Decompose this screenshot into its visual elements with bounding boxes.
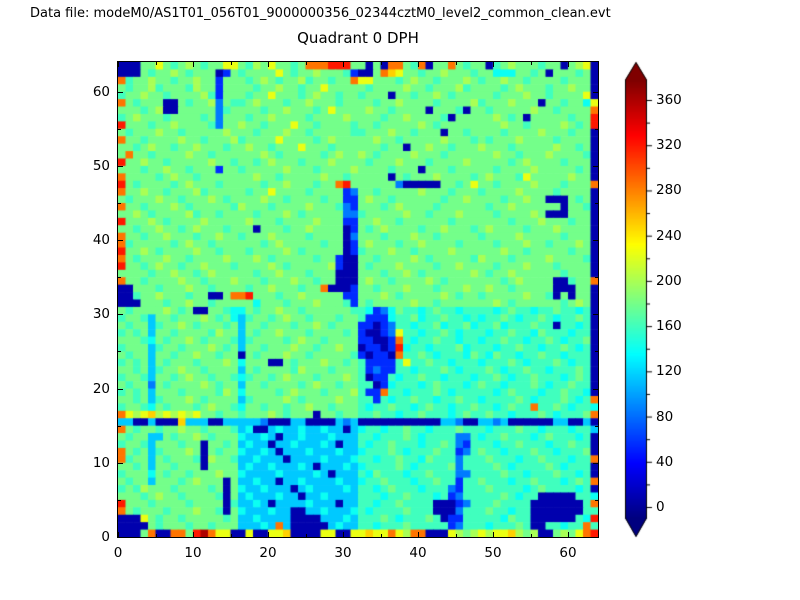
x-tick-label: 30 — [334, 545, 352, 561]
x-minor-tick — [380, 534, 382, 537]
colorbar-canvas — [610, 52, 670, 548]
y-minor-tick — [118, 351, 121, 353]
y-major-tick — [118, 314, 123, 316]
x-minor-tick-top — [305, 62, 307, 65]
heatmap-frame — [117, 61, 599, 538]
x-minor-tick — [530, 534, 532, 537]
x-tick-label: 60 — [559, 545, 577, 561]
y-minor-tick — [118, 128, 121, 130]
x-major-tick — [568, 532, 569, 537]
colorbar-tick-label: 160 — [656, 318, 682, 335]
x-major-tick-top — [118, 62, 119, 67]
colorbar-tick-label: 80 — [656, 408, 674, 425]
y-major-tick-right — [593, 388, 598, 390]
y-minor-tick-right — [595, 425, 598, 427]
x-major-tick-top — [493, 62, 494, 67]
y-major-tick-right — [593, 91, 598, 93]
x-minor-tick — [305, 534, 307, 537]
colorbar-tick-label: 0 — [656, 499, 665, 515]
x-major-tick-top — [193, 62, 194, 67]
x-major-tick-top — [268, 62, 269, 67]
x-major-tick — [193, 532, 194, 537]
y-tick-label: 50 — [92, 157, 110, 174]
y-minor-tick-right — [595, 277, 598, 279]
y-major-tick-right — [593, 537, 598, 538]
x-minor-tick-top — [455, 62, 457, 65]
y-major-tick-right — [593, 314, 598, 316]
x-minor-tick-top — [530, 62, 532, 65]
y-major-tick — [118, 91, 123, 93]
colorbar-tick-label: 320 — [656, 137, 682, 154]
y-tick-label: 60 — [92, 83, 110, 100]
x-major-tick — [493, 532, 494, 537]
data-file-label: Data file: modeM0/AS1T01_056T01_90000003… — [30, 6, 611, 21]
x-major-tick — [343, 532, 344, 537]
y-major-tick-right — [593, 240, 598, 242]
x-minor-tick — [455, 534, 457, 537]
y-tick-label: 20 — [92, 380, 110, 397]
colorbar-tick-label: 200 — [656, 272, 682, 289]
x-minor-tick-top — [230, 62, 232, 65]
x-tick-label: 20 — [259, 545, 277, 561]
x-minor-tick-top — [380, 62, 382, 65]
x-major-tick-top — [343, 62, 344, 67]
x-minor-tick-top — [155, 62, 157, 65]
x-major-tick — [268, 532, 269, 537]
y-minor-tick — [118, 203, 121, 205]
y-major-tick — [118, 165, 123, 167]
colorbar-tick-label: 360 — [656, 92, 682, 108]
y-major-tick-right — [593, 462, 598, 464]
y-major-tick — [118, 537, 123, 538]
plot-title: Quadrant 0 DPH — [297, 29, 419, 47]
colorbar-tick-label: 40 — [656, 453, 674, 470]
x-major-tick-top — [568, 62, 569, 67]
y-minor-tick-right — [595, 351, 598, 353]
colorbar-tick-label: 280 — [656, 182, 682, 199]
x-tick-label: 40 — [409, 545, 427, 561]
x-major-tick-top — [418, 62, 419, 67]
heatmap-canvas — [118, 62, 598, 537]
x-major-tick — [118, 532, 119, 537]
colorbar-tick-label: 240 — [656, 227, 682, 244]
y-tick-label: 40 — [92, 232, 110, 249]
x-minor-tick — [155, 534, 157, 537]
y-tick-label: 0 — [101, 529, 110, 545]
x-tick-label: 50 — [484, 545, 502, 561]
y-minor-tick — [118, 425, 121, 427]
x-major-tick — [418, 532, 419, 537]
y-minor-tick — [118, 499, 121, 501]
y-minor-tick-right — [595, 499, 598, 501]
x-tick-label: 0 — [113, 545, 123, 561]
x-minor-tick — [230, 534, 232, 537]
y-major-tick — [118, 462, 123, 464]
y-major-tick — [118, 240, 123, 242]
colorbar-tick-label: 120 — [656, 363, 682, 380]
y-minor-tick-right — [595, 203, 598, 205]
y-minor-tick-right — [595, 128, 598, 130]
y-tick-label: 30 — [92, 306, 110, 323]
y-major-tick — [118, 388, 123, 390]
x-tick-label: 10 — [184, 545, 202, 561]
y-major-tick-right — [593, 165, 598, 167]
y-tick-label: 10 — [92, 454, 110, 471]
y-minor-tick — [118, 277, 121, 279]
